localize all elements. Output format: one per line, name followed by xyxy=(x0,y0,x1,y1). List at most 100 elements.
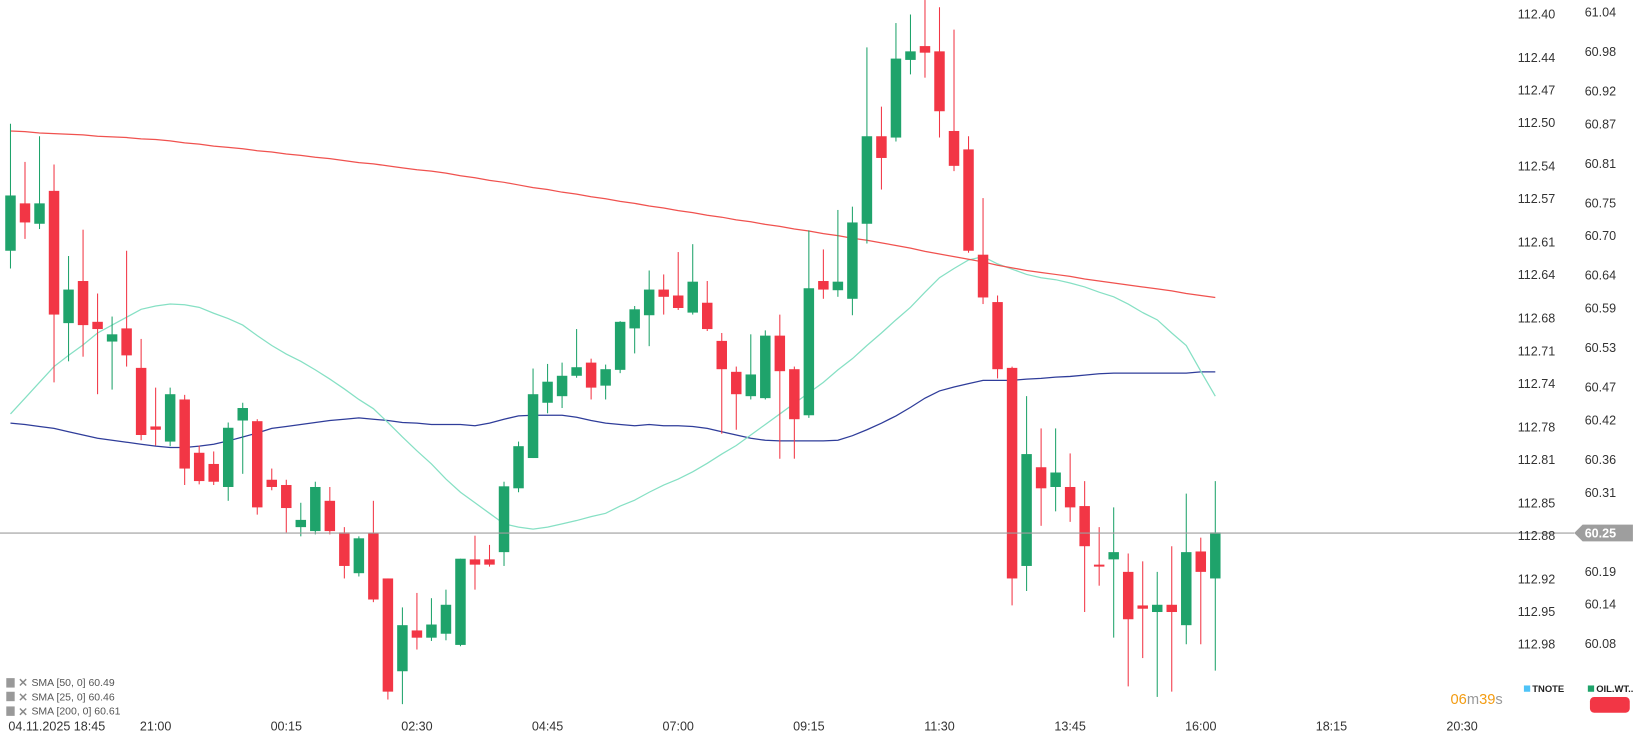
candle-body xyxy=(1035,467,1047,489)
candle-body xyxy=(193,452,205,482)
candle-body xyxy=(121,328,132,356)
y2-tick-label: 112.88 xyxy=(1518,529,1556,543)
candle-body xyxy=(585,362,597,388)
candle-body xyxy=(222,427,234,487)
candle-body xyxy=(1137,605,1148,609)
candle-body xyxy=(1021,454,1032,566)
y2-tick-label: 112.71 xyxy=(1518,344,1556,358)
candle-body xyxy=(440,604,452,634)
red-button[interactable] xyxy=(1589,697,1630,713)
sma-line xyxy=(10,256,1216,530)
candle-body xyxy=(455,558,466,645)
candle-body xyxy=(208,463,219,482)
candle-body xyxy=(948,130,960,166)
instrument-label: TNOTE xyxy=(1532,683,1564,694)
x-tick-label: 21:00 xyxy=(140,720,171,734)
last-price-label: 60.25 xyxy=(1585,526,1616,540)
candle-body xyxy=(919,46,931,53)
x-tick-label: 13:45 xyxy=(1054,720,1085,734)
candle-body xyxy=(818,281,829,290)
y2-tick-label: 112.54 xyxy=(1518,160,1556,174)
candle-body xyxy=(1093,564,1105,567)
candle-body xyxy=(542,381,553,403)
candle-body xyxy=(397,625,408,672)
candle-body xyxy=(992,302,1003,370)
legend: SMA [50, 0] 60.49 SMA [25, 0] 60.46 SMA [2… xyxy=(6,678,121,717)
candle-body xyxy=(600,369,611,386)
candle-body xyxy=(92,321,103,330)
candle-body xyxy=(353,538,365,574)
legend-label: SMA [25, 0] 60.46 xyxy=(31,692,114,703)
y-tick-label: 60.53 xyxy=(1585,341,1616,355)
y2-tick-label: 112.68 xyxy=(1518,312,1556,326)
y-tick-label: 60.14 xyxy=(1585,598,1616,612)
candle-body xyxy=(963,149,974,251)
y2-tick-label: 112.57 xyxy=(1518,192,1556,206)
x-tick-label: 16:00 xyxy=(1185,720,1216,734)
candle-body xyxy=(150,426,161,430)
x-tick-label: 07:00 xyxy=(662,720,693,734)
candle-body xyxy=(513,446,524,489)
candle-body xyxy=(469,559,481,565)
candle-body xyxy=(861,136,873,224)
candle-body xyxy=(905,51,916,60)
candle-body xyxy=(1195,551,1207,572)
y2-tick-label: 112.92 xyxy=(1518,572,1556,586)
candle-body xyxy=(237,408,248,421)
y-tick-label: 60.75 xyxy=(1585,196,1616,210)
candle-body xyxy=(382,578,394,692)
y2-tick-label: 112.40 xyxy=(1518,8,1556,22)
candle-body xyxy=(1210,532,1221,579)
x-tick-label: 04.11.2025 18:45 xyxy=(8,720,105,734)
countdown: 06m39s xyxy=(1451,692,1503,708)
candle-body xyxy=(847,222,858,299)
legend-close-icon[interactable] xyxy=(19,678,27,716)
candle-body xyxy=(672,295,684,308)
x-tick-label: 02:30 xyxy=(401,720,432,734)
y-tick-label: 60.59 xyxy=(1585,302,1616,316)
instrument-swatch xyxy=(1523,685,1531,692)
x-tick-label: 11:30 xyxy=(924,720,955,734)
candle-body xyxy=(5,195,16,251)
candle-body xyxy=(484,559,495,565)
y-tick-label: 60.36 xyxy=(1585,453,1616,467)
candle-body xyxy=(687,281,698,313)
legend-label: SMA [200, 0] 60.61 xyxy=(31,706,120,717)
candle-body xyxy=(1064,486,1076,508)
candle-body xyxy=(571,367,582,376)
candle-body xyxy=(890,58,902,138)
y2-tick-label: 112.95 xyxy=(1518,605,1556,619)
candle-body xyxy=(135,367,147,435)
candle-body xyxy=(1050,472,1061,487)
instrument-swatch xyxy=(1587,685,1595,692)
y-tick-label: 60.87 xyxy=(1585,117,1616,131)
countdown-part: 06 xyxy=(1451,692,1467,708)
candle-body xyxy=(498,486,510,553)
y2-tick-label: 112.81 xyxy=(1518,453,1556,467)
candle-body xyxy=(556,375,568,397)
candle-body xyxy=(1151,604,1163,613)
candle-body xyxy=(876,136,887,158)
candle-body xyxy=(281,485,292,509)
candle-body xyxy=(48,190,60,315)
y2-tick-label: 112.47 xyxy=(1518,84,1556,98)
legend-label: SMA [50, 0] 60.49 xyxy=(31,678,114,689)
candle-body xyxy=(295,519,307,528)
candle-body xyxy=(426,624,437,638)
candle-body xyxy=(629,309,640,329)
y2-tick-label: 112.61 xyxy=(1518,236,1556,250)
legend-icon xyxy=(6,678,15,716)
candle-body xyxy=(19,203,31,223)
candle-body xyxy=(1108,552,1119,560)
y-tick-label: 61.04 xyxy=(1585,6,1616,20)
y-tick-label: 60.81 xyxy=(1585,157,1616,171)
candle-body xyxy=(1166,604,1177,613)
countdown-part: s xyxy=(1495,692,1502,708)
y2-tick-label: 112.74 xyxy=(1518,377,1556,391)
y2-tick-label: 112.78 xyxy=(1518,420,1556,434)
x-tick-label: 20:30 xyxy=(1446,720,1477,734)
candle-body xyxy=(702,302,713,330)
x-tick-label: 00:15 xyxy=(271,720,302,734)
